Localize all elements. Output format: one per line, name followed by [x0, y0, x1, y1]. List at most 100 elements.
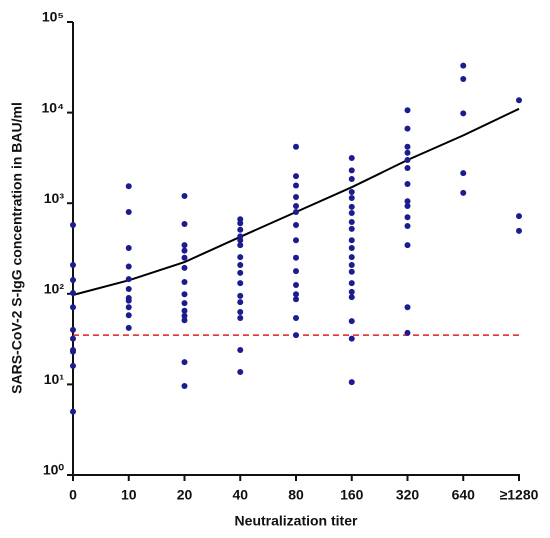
data-point: [70, 277, 76, 284]
y-tick-label: 10⁵: [42, 9, 64, 25]
data-point: [181, 312, 188, 319]
data-point: [404, 143, 411, 150]
x-tick-label: 40: [232, 487, 248, 503]
data-point: [348, 335, 355, 342]
data-point: [404, 203, 411, 210]
data-point: [516, 227, 522, 234]
x-tick-label: 640: [452, 487, 476, 503]
y-tick-label: 10⁴: [42, 99, 65, 115]
data-point: [460, 75, 467, 82]
data-point: [460, 189, 467, 196]
data-point: [348, 225, 355, 232]
x-tick-label: 10: [121, 487, 137, 503]
data-point: [293, 194, 299, 201]
data-point: [125, 183, 132, 190]
data-point: [125, 263, 132, 270]
data-point: [348, 175, 355, 182]
data-point: [348, 188, 355, 195]
data-point: [237, 237, 244, 244]
data-point: [70, 335, 76, 342]
data-point: [348, 219, 355, 226]
data-point: [348, 288, 355, 295]
data-point: [181, 193, 188, 200]
data-point: [404, 156, 411, 163]
data-point: [70, 408, 76, 415]
y-tick-label: 10³: [44, 190, 65, 206]
data-point: [237, 226, 244, 233]
data-point: [348, 203, 355, 210]
data-point: [237, 292, 244, 299]
x-tick-label: 0: [69, 487, 77, 503]
data-point: [293, 221, 299, 228]
data-point: [181, 220, 188, 227]
data-point: [237, 346, 244, 353]
fit-curve: [72, 107, 520, 296]
data-point: [293, 291, 299, 298]
data-point: [460, 170, 467, 177]
data-point: [293, 173, 299, 180]
data-point: [293, 203, 299, 210]
data-point: [125, 297, 132, 304]
data-point: [404, 125, 411, 132]
data-point: [348, 167, 355, 174]
x-tick-label: 320: [396, 487, 420, 503]
data-point: [237, 242, 244, 249]
y-tick-label: 10⁰: [43, 462, 65, 478]
data-point: [70, 326, 76, 333]
data-point: [181, 359, 188, 366]
data-point: [348, 195, 355, 202]
x-tick-label: 160: [340, 487, 364, 503]
data-point: [70, 290, 76, 297]
data-point: [125, 285, 132, 292]
data-point: [70, 348, 76, 355]
data-point: [181, 242, 188, 249]
data-point: [237, 220, 244, 227]
data-point: [348, 318, 355, 325]
data-point: [181, 278, 188, 285]
data-point: [348, 294, 355, 301]
y-tick-label: 10²: [44, 281, 65, 297]
data-point: [70, 261, 76, 268]
data-point: [125, 304, 132, 311]
data-point: [181, 307, 188, 314]
data-point: [404, 223, 411, 230]
data-point: [404, 304, 411, 311]
data-point: [181, 300, 188, 307]
data-point: [181, 383, 188, 390]
data-point: [237, 261, 244, 268]
data-point: [70, 304, 76, 311]
x-tick-label: ≥1280: [500, 487, 539, 503]
data-point: [125, 276, 132, 283]
data-point: [404, 107, 411, 114]
data-point: [404, 149, 411, 156]
y-tick-label: 10¹: [44, 371, 65, 387]
data-point: [348, 280, 355, 287]
data-point: [348, 261, 355, 268]
data-point: [181, 254, 188, 261]
data-point: [293, 143, 299, 150]
data-point: [293, 315, 299, 322]
data-point: [293, 208, 299, 215]
data-point: [460, 110, 467, 117]
data-point: [125, 324, 132, 331]
data-point: [348, 379, 355, 386]
data-point: [404, 329, 411, 336]
data-point: [237, 369, 244, 376]
data-point: [293, 182, 299, 189]
data-point: [237, 269, 244, 276]
data-point: [348, 245, 355, 252]
data-point: [293, 332, 299, 339]
data-point: [70, 221, 76, 228]
data-point: [516, 97, 522, 104]
data-point: [404, 242, 411, 249]
data-point: [348, 237, 355, 244]
data-point: [181, 317, 188, 324]
data-point: [237, 308, 244, 315]
data-point: [404, 164, 411, 171]
data-point: [125, 312, 132, 319]
data-point: [181, 291, 188, 298]
data-point: [237, 299, 244, 306]
data-point: [348, 209, 355, 216]
data-point: [125, 245, 132, 252]
